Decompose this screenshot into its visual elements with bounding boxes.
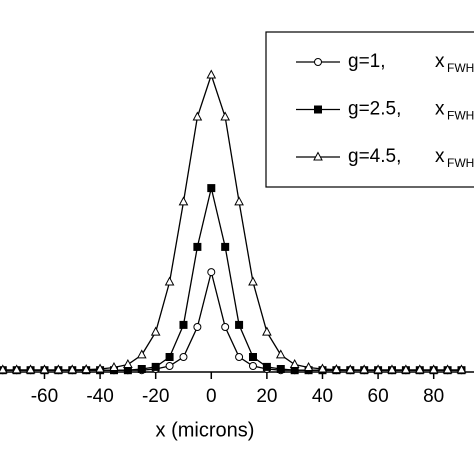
marker [428, 364, 439, 374]
marker [220, 111, 231, 121]
marker [221, 242, 230, 251]
legend-marker [314, 105, 322, 114]
legend-label: g=1, [348, 51, 386, 72]
marker [165, 362, 174, 370]
marker [235, 353, 244, 361]
marker [178, 196, 189, 206]
legend-label: g=2.5, [348, 99, 401, 120]
legend-label: g=4.5, [348, 146, 401, 167]
legend-var: x [435, 51, 445, 72]
marker [81, 364, 92, 374]
legend-var: x [435, 146, 445, 167]
marker [150, 326, 161, 336]
marker [192, 111, 203, 121]
marker [359, 364, 370, 374]
marker [373, 364, 383, 374]
marker [179, 320, 188, 329]
marker [11, 364, 22, 374]
legend-sub: FWHM [447, 109, 474, 123]
marker [387, 364, 397, 374]
marker [67, 364, 78, 374]
marker [345, 364, 356, 374]
marker [206, 69, 217, 79]
x-tick-label: 60 [368, 386, 389, 407]
marker [456, 364, 467, 374]
marker [289, 358, 300, 368]
marker [95, 363, 105, 373]
marker [193, 242, 202, 251]
marker [0, 364, 8, 374]
marker [109, 361, 119, 371]
marker [123, 358, 133, 368]
marker [317, 363, 328, 373]
marker [234, 196, 244, 206]
marker [414, 364, 425, 374]
marker [207, 268, 216, 277]
marker [248, 362, 257, 370]
marker [248, 353, 257, 361]
marker [179, 353, 188, 361]
x-tick-label: -60 [31, 386, 58, 407]
x-tick-label: 0 [206, 386, 217, 407]
x-axis-label: x (microns) [156, 419, 255, 441]
marker [303, 361, 314, 371]
marker [235, 320, 244, 329]
marker [248, 276, 258, 286]
marker [53, 364, 64, 374]
marker [401, 364, 411, 374]
marker [136, 349, 147, 359]
marker [276, 365, 285, 373]
legend-var: x [435, 99, 445, 120]
x-tick-label: 20 [256, 386, 277, 407]
x-tick-label: -40 [86, 386, 113, 407]
marker [151, 362, 160, 371]
legend-marker [314, 58, 322, 66]
x-tick-label: -20 [142, 386, 169, 407]
marker [262, 326, 272, 336]
marker [39, 364, 50, 374]
marker [275, 349, 286, 359]
legend-sub: FWHM [447, 156, 474, 170]
marker [207, 184, 216, 193]
legend-sub: FWHM [447, 61, 474, 75]
marker [331, 364, 342, 374]
marker [165, 353, 174, 361]
legend-marker [313, 151, 323, 161]
marker [137, 365, 146, 373]
marker [442, 364, 453, 374]
marker [262, 362, 271, 371]
series-line [2, 72, 462, 371]
marker [25, 364, 36, 374]
x-tick-label: 40 [312, 386, 333, 407]
marker [164, 276, 175, 286]
marker [193, 323, 202, 331]
marker [221, 323, 230, 331]
x-tick-label: 80 [423, 386, 444, 407]
